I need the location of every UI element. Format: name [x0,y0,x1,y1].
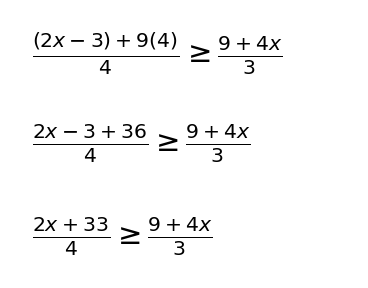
Text: $\frac{2x - 3 + 36}{4} \geq \frac{9 + 4x}{3}$: $\frac{2x - 3 + 36}{4} \geq \frac{9 + 4x… [32,123,250,165]
Text: $\frac{2x + 33}{4} \geq \frac{9 + 4x}{3}$: $\frac{2x + 33}{4} \geq \frac{9 + 4x}{3}… [32,216,212,258]
Text: $\frac{(2x - 3) + 9(4)}{4} \geq \frac{9 + 4x}{3}$: $\frac{(2x - 3) + 9(4)}{4} \geq \frac{9 … [32,31,282,77]
